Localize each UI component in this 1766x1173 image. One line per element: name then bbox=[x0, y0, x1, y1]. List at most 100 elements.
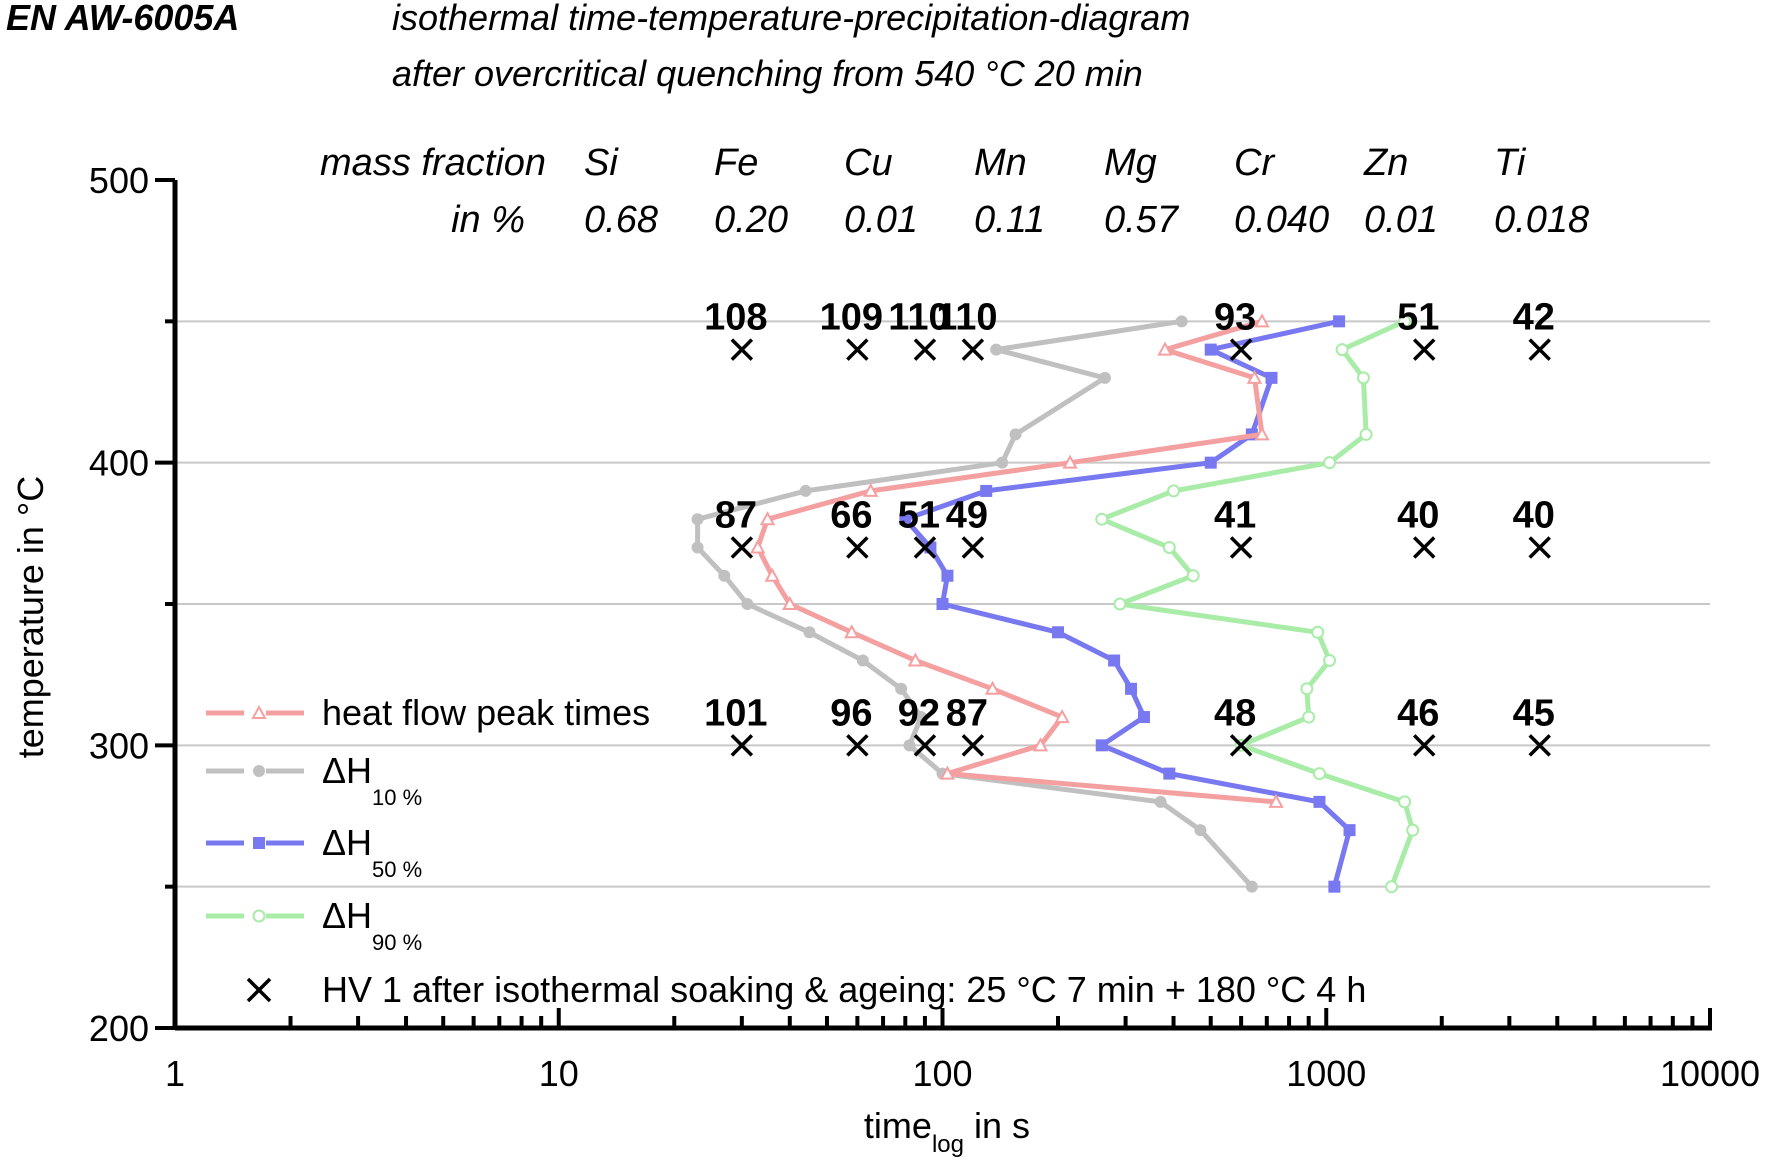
legend-item-0: heat flow peak times bbox=[206, 692, 650, 733]
hardness-point: 87 bbox=[715, 494, 757, 559]
hardness-value: 46 bbox=[1397, 692, 1439, 734]
x-tick-label-1000: 1000 bbox=[1286, 1053, 1366, 1094]
y-axis-label: temperature in °C bbox=[10, 476, 51, 759]
element-value-zn: 0.01 bbox=[1364, 199, 1438, 241]
series-point bbox=[1095, 739, 1108, 752]
hardness-x-marker bbox=[913, 338, 937, 361]
element-value-cr: 0.040 bbox=[1234, 199, 1329, 241]
series-point bbox=[718, 569, 731, 582]
series-point bbox=[1186, 569, 1200, 583]
hardness-point: 108 bbox=[704, 297, 768, 361]
series-point bbox=[844, 624, 860, 639]
hardness-point: 40 bbox=[1513, 494, 1555, 559]
hardness-x-marker bbox=[1229, 536, 1253, 559]
y-tick-label-300: 300 bbox=[89, 725, 149, 766]
hardness-value: 110 bbox=[936, 297, 997, 339]
hardness-value: 101 bbox=[704, 692, 767, 734]
hardness-value: 49 bbox=[946, 494, 988, 536]
hardness-point: 109 bbox=[820, 297, 883, 361]
legend-label-sub: 50 % bbox=[372, 857, 422, 882]
series-point bbox=[1398, 795, 1412, 809]
series-point bbox=[856, 654, 869, 667]
hardness-value: 42 bbox=[1513, 297, 1555, 339]
series-point bbox=[1175, 315, 1188, 328]
series-point bbox=[1125, 682, 1138, 695]
hardness-point: 51 bbox=[898, 494, 940, 559]
series-point bbox=[1157, 341, 1173, 356]
chart-title-line-1: isothermal time-temperature-precipitatio… bbox=[392, 0, 1190, 38]
hardness-value: 87 bbox=[715, 494, 757, 536]
element-value-si: 0.68 bbox=[584, 199, 658, 241]
hardness-point: 110 bbox=[936, 297, 998, 361]
hardness-point: 41 bbox=[1214, 494, 1256, 559]
hardness-point: 66 bbox=[830, 494, 873, 559]
series-point bbox=[1052, 626, 1065, 639]
series-point bbox=[750, 539, 766, 554]
series-point bbox=[1335, 343, 1349, 357]
legend-label-main: ΔH bbox=[322, 750, 372, 791]
legend-swatch-marker bbox=[252, 909, 266, 923]
series-point bbox=[1343, 824, 1356, 837]
legend-swatch-marker bbox=[253, 837, 265, 849]
legend-x-marker bbox=[246, 977, 272, 1003]
hardness-point: 101 bbox=[704, 692, 768, 757]
series-point bbox=[1054, 708, 1070, 724]
series-point bbox=[907, 652, 924, 667]
composition-label-1: mass fraction bbox=[320, 142, 546, 184]
hardness-x-marker bbox=[913, 536, 937, 559]
element-symbol-fe: Fe bbox=[714, 142, 758, 184]
series-point bbox=[1194, 824, 1207, 837]
hardness-x-marker bbox=[961, 536, 985, 559]
series-point bbox=[691, 541, 704, 554]
hardness-point: 40 bbox=[1397, 494, 1439, 559]
series-point bbox=[1323, 456, 1337, 470]
x-tick-label-10: 10 bbox=[539, 1053, 579, 1094]
legend-label-sub: 90 % bbox=[372, 930, 422, 955]
series-point bbox=[741, 598, 754, 610]
hardness-x-marker bbox=[846, 734, 869, 757]
series-point bbox=[764, 567, 780, 582]
hardness-x-marker bbox=[961, 734, 985, 757]
hardness-x-marker bbox=[961, 338, 985, 361]
hardness-value: 48 bbox=[1214, 692, 1256, 734]
hardness-value: 87 bbox=[946, 692, 988, 734]
legend-label-sub: 10 % bbox=[372, 785, 422, 810]
series-point bbox=[1062, 454, 1078, 469]
hardness-value: 40 bbox=[1397, 494, 1439, 536]
element-value-mn: 0.11 bbox=[974, 199, 1045, 241]
element-symbol-si: Si bbox=[584, 142, 619, 184]
series-point bbox=[1154, 795, 1167, 808]
series-point bbox=[691, 513, 704, 526]
y-tick-label-500: 500 bbox=[89, 160, 149, 201]
series-point bbox=[1300, 682, 1314, 696]
legend-label: heat flow peak times bbox=[322, 692, 650, 733]
series-point bbox=[1406, 823, 1420, 837]
series-point bbox=[903, 739, 916, 752]
legend-label-hardness: HV 1 after isothermal soaking & ageing: … bbox=[322, 969, 1366, 1010]
series-point bbox=[980, 484, 993, 497]
legend-item-2: ΔH50 % bbox=[206, 822, 422, 882]
series-point bbox=[1312, 767, 1326, 781]
legend-item-1: ΔH10 % bbox=[206, 750, 422, 810]
element-value-fe: 0.20 bbox=[714, 199, 788, 241]
legend-label: ΔH90 % bbox=[322, 895, 422, 955]
hardness-point: 93 bbox=[1214, 297, 1256, 361]
hardness-value: 41 bbox=[1214, 494, 1256, 536]
legend-item-hardness: HV 1 after isothermal soaking & ageing: … bbox=[246, 969, 1366, 1010]
hardness-x-marker bbox=[846, 338, 869, 361]
element-symbol-mn: Mn bbox=[974, 142, 1027, 184]
composition-label-2: in % bbox=[451, 199, 525, 241]
hardness-x-marker bbox=[913, 734, 937, 757]
series-heat-flow-peak-times bbox=[750, 313, 1284, 808]
element-value-cu: 0.01 bbox=[844, 199, 918, 241]
series-point bbox=[1032, 737, 1049, 752]
series-point bbox=[899, 513, 912, 526]
series-point bbox=[1398, 314, 1412, 328]
series-point bbox=[803, 626, 816, 639]
series-point bbox=[1113, 597, 1127, 611]
legend-label: ΔH50 % bbox=[322, 822, 422, 882]
series-point bbox=[939, 765, 956, 780]
